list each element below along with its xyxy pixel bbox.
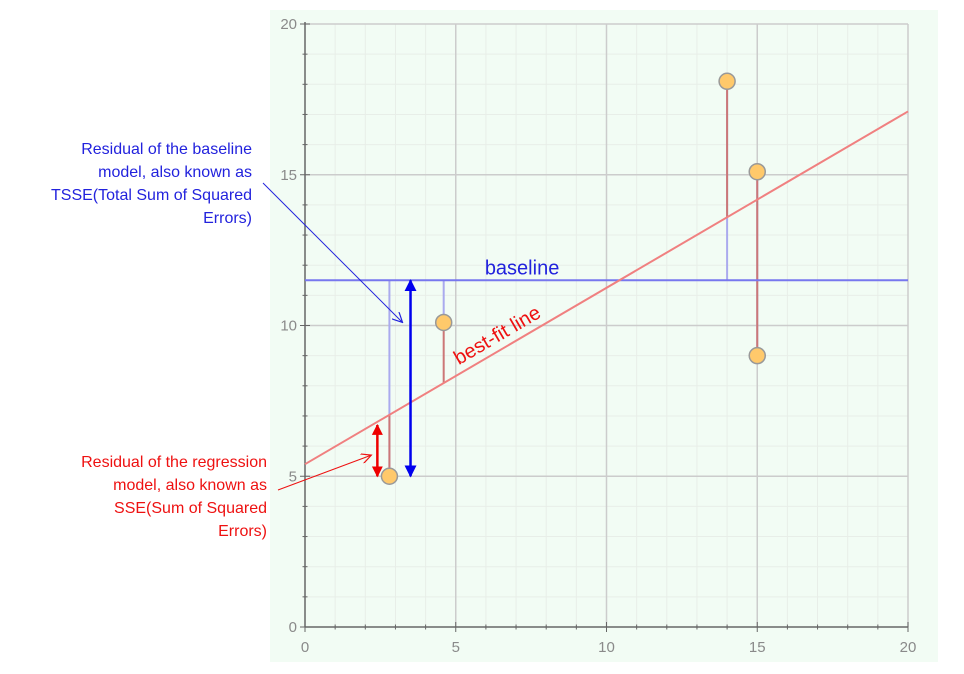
tsse-line-1: Residual of the baseline [81, 141, 252, 158]
sse-pointer-line [277, 455, 371, 491]
sse-line-4: Errors) [218, 523, 267, 540]
tsse-line-4: Errors) [203, 210, 252, 227]
tsse-line-3: TSSE(Total Sum of Squared [51, 187, 252, 204]
tsse-pointer-line [262, 182, 403, 322]
plot-background [270, 10, 938, 662]
x-tick-label: 15 [749, 639, 766, 656]
y-tick-label: 15 [280, 167, 297, 184]
tsse-annotation: Residual of the baseline model, also kno… [51, 138, 252, 230]
sse-line-1: Residual of the regression [81, 454, 267, 471]
data-point [434, 313, 453, 332]
x-tick-label: 10 [598, 639, 615, 656]
x-tick-label: 0 [301, 639, 309, 656]
sse-annotation: Residual of the regression model, also k… [81, 451, 267, 543]
data-point [380, 467, 399, 485]
x-tick-label: 20 [900, 639, 917, 656]
sse-line-2: model, also known as [113, 477, 267, 494]
tsse-line-2: model, also known as [98, 164, 252, 181]
data-point [748, 346, 766, 365]
x-tick-label: 5 [452, 639, 460, 656]
sse-line-3: SSE(Sum of Squared [114, 500, 267, 517]
y-tick-label: 0 [289, 619, 297, 636]
y-tick-label: 10 [280, 318, 297, 335]
y-tick-label: 20 [280, 16, 297, 33]
data-point [718, 72, 736, 91]
baseline-label: baseline [485, 257, 560, 279]
data-point [748, 162, 766, 181]
y-tick-label: 5 [289, 468, 297, 485]
